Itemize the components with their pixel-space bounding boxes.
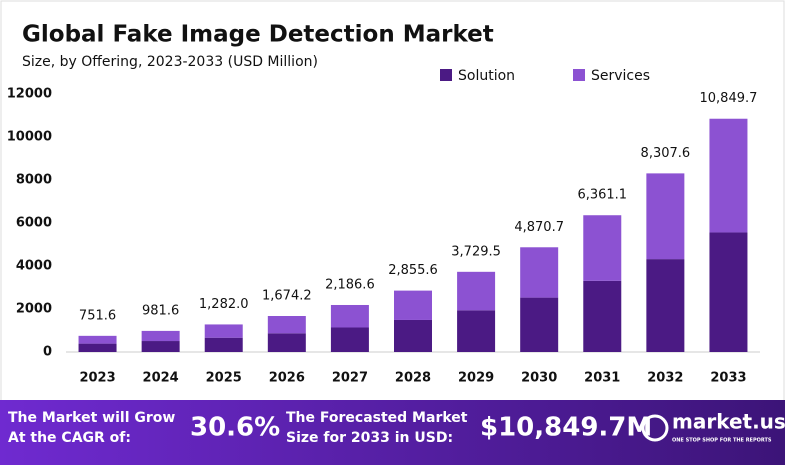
bar-segment bbox=[520, 297, 559, 352]
total-label: 8,307.6 bbox=[641, 146, 691, 161]
legend-label: Services bbox=[591, 68, 650, 84]
bar-segment bbox=[709, 232, 748, 352]
total-label: 1,282.0 bbox=[199, 297, 249, 312]
footer-value: 30.6% bbox=[190, 413, 280, 443]
legend-swatch bbox=[573, 69, 585, 81]
bar-segment bbox=[457, 271, 496, 311]
chart-subtitle: Size, by Offering, 2023-2033 (USD Millio… bbox=[22, 54, 318, 70]
total-label: 3,729.5 bbox=[451, 244, 501, 259]
x-tick-label: 2033 bbox=[710, 371, 746, 386]
footer-value: $10,849.7M bbox=[480, 413, 652, 443]
total-label: 2,855.6 bbox=[388, 263, 438, 278]
bar-segment bbox=[141, 341, 180, 352]
bar-segment bbox=[520, 247, 559, 298]
x-tick-label: 2030 bbox=[521, 371, 557, 386]
y-tick-label: 4000 bbox=[16, 259, 52, 274]
total-label: 4,870.7 bbox=[514, 220, 564, 235]
total-label: 751.6 bbox=[79, 308, 116, 323]
legend-swatch bbox=[440, 69, 452, 81]
bar-segment bbox=[457, 310, 496, 352]
footer-band bbox=[0, 400, 785, 465]
x-tick-label: 2031 bbox=[584, 371, 620, 386]
chart-title: Global Fake Image Detection Market bbox=[22, 22, 494, 48]
bar-segment bbox=[330, 327, 369, 352]
footer-text: The Forecasted Market Size for 2033 in US… bbox=[286, 410, 468, 446]
bar-segment bbox=[267, 316, 306, 334]
bar-segment bbox=[709, 118, 748, 233]
bar-segment bbox=[583, 280, 622, 352]
logo bbox=[641, 414, 669, 442]
total-label: 1,674.2 bbox=[262, 289, 312, 304]
y-tick-label: 8000 bbox=[16, 173, 52, 188]
total-label: 10,849.7 bbox=[700, 91, 758, 106]
x-tick-label: 2024 bbox=[143, 371, 179, 386]
legend-label: Solution bbox=[458, 68, 515, 84]
bar-segment bbox=[78, 335, 117, 344]
y-tick-label: 6000 bbox=[16, 216, 52, 231]
y-tick-label: 2000 bbox=[16, 302, 52, 317]
total-label: 6,361.1 bbox=[577, 188, 627, 203]
x-tick-label: 2026 bbox=[269, 371, 305, 386]
total-label: 981.6 bbox=[142, 303, 179, 318]
x-tick-label: 2032 bbox=[647, 371, 683, 386]
bar-segment bbox=[646, 173, 685, 260]
footer-text: The Market will Grow At the CAGR of: bbox=[8, 410, 175, 446]
x-tick-label: 2028 bbox=[395, 371, 431, 386]
bar-segment bbox=[141, 330, 180, 342]
bar-segment bbox=[267, 333, 306, 352]
x-tick-label: 2025 bbox=[206, 371, 242, 386]
bar-segment bbox=[204, 337, 243, 352]
y-tick-label: 12000 bbox=[7, 87, 52, 102]
brand: market.us bbox=[672, 410, 785, 434]
x-tick-label: 2029 bbox=[458, 371, 494, 386]
bar-segment bbox=[78, 343, 117, 352]
bar-segment bbox=[583, 215, 622, 281]
bar-segment bbox=[204, 324, 243, 338]
x-tick-label: 2027 bbox=[332, 371, 368, 386]
bar-segment bbox=[646, 259, 685, 352]
total-label: 2,186.6 bbox=[325, 277, 375, 292]
y-tick-label: 10000 bbox=[7, 130, 52, 145]
tagline: ONE STOP SHOP FOR THE REPORTS bbox=[672, 438, 772, 444]
bar-segment bbox=[330, 304, 369, 328]
y-tick-label: 0 bbox=[43, 345, 52, 360]
x-tick-label: 2023 bbox=[79, 371, 115, 386]
bar-segment bbox=[394, 290, 432, 320]
bar-segment bbox=[394, 319, 432, 352]
